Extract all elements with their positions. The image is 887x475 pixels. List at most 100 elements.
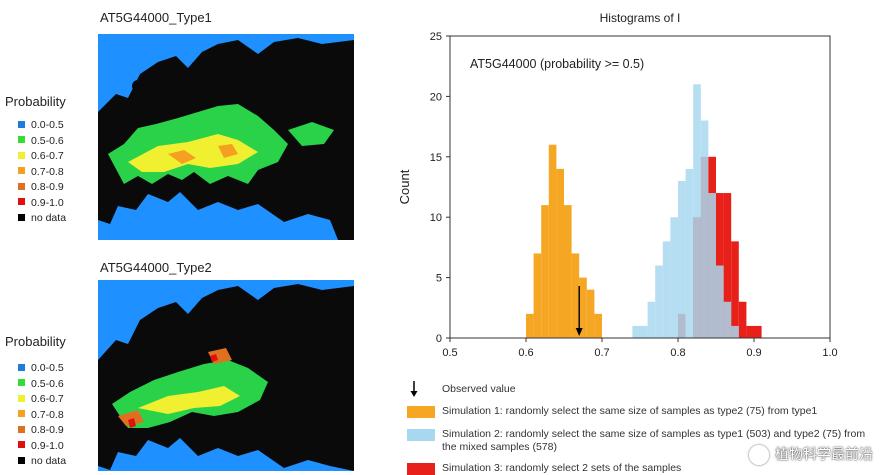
type2-legend-item: 0.6-0.7 xyxy=(18,392,64,406)
type2-legend-item: no data xyxy=(18,454,66,468)
histogram-bar xyxy=(708,193,716,338)
histogram-bar xyxy=(571,253,580,338)
legend-label: 0.5-0.6 xyxy=(31,377,64,390)
x-tick-label: 0.9 xyxy=(746,347,761,359)
type1-legend-item: 0.0-0.5 xyxy=(18,118,64,132)
chart-title: Histograms of I xyxy=(600,11,681,25)
histogram-bar xyxy=(723,193,732,338)
x-tick-label: 0.8 xyxy=(670,347,685,359)
legend-swatch xyxy=(18,198,25,206)
histogram-bar xyxy=(685,168,694,338)
legend-swatch xyxy=(18,167,25,175)
histogram-bar xyxy=(716,265,724,338)
type2-legend-item: 0.9-1.0 xyxy=(18,439,64,453)
histogram-bar xyxy=(731,325,739,338)
legend-swatch xyxy=(18,425,25,433)
key-entry-label: Simulation 1: randomly select the same s… xyxy=(442,405,818,417)
legend-label: 0.6-0.7 xyxy=(31,393,64,405)
y-tick-label: 15 xyxy=(430,152,442,164)
histogram-bar xyxy=(754,325,762,338)
histogram-bar xyxy=(548,144,557,338)
histogram-bar xyxy=(700,120,709,338)
legend-swatch xyxy=(18,410,25,418)
histogram-bar xyxy=(541,205,549,338)
legend-swatch xyxy=(18,136,25,144)
watermark-text: 植物科学最前沿 xyxy=(775,447,873,463)
plot-frame xyxy=(449,35,831,339)
x-tick-label: 1.0 xyxy=(822,347,837,359)
histogram-bar xyxy=(670,217,678,338)
y-tick-label: 20 xyxy=(430,91,442,103)
y-tick-label: 25 xyxy=(430,31,442,43)
type1-legend-item: 0.7-0.8 xyxy=(18,165,64,179)
histogram-bar xyxy=(594,313,602,338)
legend-swatch xyxy=(18,120,25,128)
legend-swatch xyxy=(18,363,25,371)
map-type2-graphic xyxy=(98,284,354,471)
x-tick-label: 0.5 xyxy=(442,347,457,359)
histogram-bar xyxy=(526,313,534,338)
type1-legend-item: 0.5-0.6 xyxy=(18,134,64,148)
legend-swatch xyxy=(18,441,25,449)
map-type2 xyxy=(98,280,354,471)
x-tick-label: 0.7 xyxy=(594,347,609,359)
type2-legend-item: 0.5-0.6 xyxy=(18,377,64,391)
legend-label: 0.5-0.6 xyxy=(31,134,64,147)
histogram-chart: Histograms of I 0.5 0.6 0.7 0.8 0.9 1.0 0 5 10 15 2… xyxy=(397,11,838,359)
legend-label: 0.0-0.5 xyxy=(31,119,64,131)
legend-label: 0.7-0.8 xyxy=(31,165,64,178)
key-observed-row: Observed value xyxy=(410,381,516,397)
legend-swatch xyxy=(18,394,25,402)
legend-label: no data xyxy=(31,455,67,467)
legend-label: 0.9-1.0 xyxy=(31,439,64,452)
histogram-bar xyxy=(586,289,595,338)
type1-legend-item: 0.6-0.7 xyxy=(18,149,64,163)
y-tick-label: 0 xyxy=(436,333,442,345)
chart-annotation: AT5G44000 (probability >= 0.5) xyxy=(470,57,644,71)
key-swatch xyxy=(407,406,435,418)
type1-legend-item: no data xyxy=(18,211,66,225)
y-tick-label: 5 xyxy=(436,273,442,285)
histogram-bar xyxy=(647,301,656,338)
y-tick-label: 10 xyxy=(430,212,442,224)
legend-swatch xyxy=(18,182,25,190)
legend-swatch xyxy=(18,151,25,159)
histogram-bar xyxy=(564,205,572,338)
legend-label: 0.8-0.9 xyxy=(31,424,64,436)
type2-legend-item: 0.0-0.5 xyxy=(18,361,64,375)
histogram-bar xyxy=(678,180,686,338)
watermark-badge: 植物科学最前沿 xyxy=(749,444,873,465)
histogram-bar xyxy=(556,168,564,338)
legend-swatch xyxy=(18,213,25,221)
key-observed-label: Observed value xyxy=(442,383,516,395)
map-title-type2: AT5G44000_Type2 xyxy=(100,260,212,275)
key-swatch xyxy=(407,463,435,475)
x-tick-label: 0.6 xyxy=(518,347,533,359)
key-entry-label: Simulation 2: randomly select the same s… xyxy=(442,428,866,453)
wechat-icon xyxy=(749,445,769,465)
legend-label: 0.8-0.9 xyxy=(31,181,64,193)
histogram-bar xyxy=(662,241,671,338)
legend-swatch xyxy=(18,456,25,464)
histogram-bar xyxy=(579,277,587,338)
key-swatch xyxy=(407,429,435,441)
histogram-bar xyxy=(731,241,739,338)
type1-legend-item: 0.9-1.0 xyxy=(18,196,64,210)
histogram-bar xyxy=(746,325,754,338)
legend-title-type2: Probability xyxy=(5,334,66,349)
down-arrow-icon xyxy=(410,381,418,397)
legend-label: 0.0-0.5 xyxy=(31,362,64,374)
legend-label: no data xyxy=(31,212,67,224)
legend-title-type1: Probability xyxy=(5,94,66,109)
legend-label: 0.7-0.8 xyxy=(31,408,64,421)
map-title-type1: AT5G44000_Type1 xyxy=(100,10,212,25)
histogram-bar xyxy=(738,301,747,338)
histogram-bar xyxy=(640,325,648,338)
type2-legend-item: 0.7-0.8 xyxy=(18,408,64,422)
histogram-bar xyxy=(723,301,732,338)
histogram-bar xyxy=(533,253,542,338)
legend-label: 0.9-1.0 xyxy=(31,196,64,209)
map-type1-graphic xyxy=(98,38,354,240)
legend-swatch xyxy=(18,379,25,387)
histogram-bar xyxy=(693,84,701,338)
